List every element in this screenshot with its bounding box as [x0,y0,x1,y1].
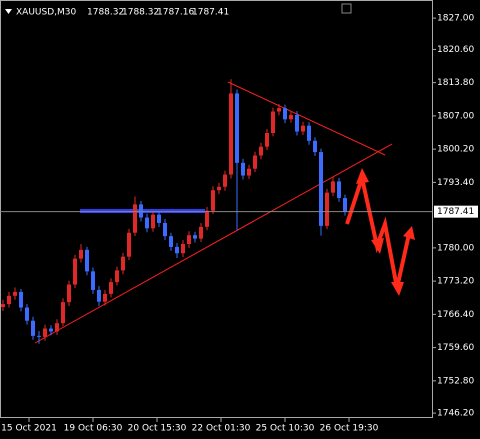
candle-body [31,320,35,336]
candle-body [109,282,113,294]
x-tick-label: 20 Oct 15:30 [128,424,187,434]
y-tick-label: 1780.00 [437,243,474,253]
candle-body [193,235,197,239]
candle-body [55,323,59,332]
candle-body [49,328,53,332]
zigzag-arrow [345,170,411,289]
x-tick-label: 22 Oct 01:30 [192,424,251,434]
candle-body [211,190,215,211]
y-tick-label: 1793.40 [437,178,474,188]
y-tick-label: 1752.80 [437,376,474,386]
forecast-arrow [345,168,415,296]
candle-body [103,293,107,302]
candle-body [163,222,167,237]
trendline [227,81,386,156]
candle-body [277,108,281,112]
candle-body [235,93,239,163]
candle-body [145,217,149,229]
candle-body [217,186,221,191]
current-price-label: 1787.41 [437,207,474,217]
candle-body [313,140,317,153]
x-tick-label: 26 Oct 19:30 [320,424,379,434]
arrow-head [391,282,404,296]
candle-body [13,291,17,296]
candle-body [7,295,11,305]
candle-body [241,162,245,176]
y-tick-label: 1807.00 [437,111,474,121]
candle-body [205,210,209,227]
y-tick-label: 1746.20 [437,409,474,419]
candle-body [85,249,89,272]
candle-body [307,125,311,141]
candle-body [127,232,131,257]
arrow-head [403,226,415,240]
candle-body [73,258,77,285]
candle-body [61,302,65,324]
candle-body [337,181,341,199]
arrow-head [371,238,384,254]
candle-body [295,114,299,132]
arrow-head [356,168,369,184]
x-tick-label: 15 Oct 2021 [1,424,57,434]
candle-body [289,114,293,120]
candle-body [133,204,137,233]
candle-body [25,307,29,321]
candle-body [325,192,329,226]
x-tick-label: 19 Oct 06:30 [64,424,123,434]
candle-body [43,328,47,337]
candle-body [181,243,185,254]
plot-frame [0,0,433,418]
candle-body [169,236,173,247]
candle-body [67,284,71,303]
x-tick-label: 25 Oct 10:30 [256,424,315,434]
candle-body [223,174,227,187]
candle-body [175,246,179,254]
candle-body [265,133,269,147]
candle-body [115,270,119,283]
symbol: XAUUSD,M30 [16,8,76,18]
candle-body [247,168,251,176]
y-tick-label: 1759.60 [437,343,474,353]
candle-body [121,256,125,271]
candle-body [37,335,41,337]
candle-body [139,204,143,218]
candle-body [343,198,347,212]
header-value: 1788.32 [87,8,124,18]
candle-body [319,152,323,226]
candle-body [1,304,5,308]
candle-body [283,108,287,120]
candle-body [151,214,155,229]
candle-body [259,146,263,156]
candle-body [97,289,101,302]
candle-body [331,181,335,193]
y-tick-label: 1766.40 [437,310,474,320]
candle-body [91,271,95,290]
header-value: 1787.16 [157,8,194,18]
candle-body [253,155,257,169]
y-tick-label: 1820.60 [437,45,474,55]
candles [1,79,347,344]
candle-body [79,249,83,259]
y-tick-label: 1800.20 [437,145,474,155]
candle-body [157,214,161,223]
header-value: 1787.41 [192,8,229,18]
y-tick-label: 1827.00 [437,14,474,24]
candle-body [199,226,203,239]
menu-triangle[interactable] [5,9,12,14]
candle-body [301,125,305,132]
candle-body [271,111,275,134]
chart-button[interactable] [341,3,352,14]
candle-body [187,235,191,244]
y-tick-label: 1813.80 [437,78,474,88]
header-value: 1788.32 [122,8,159,18]
current-price-box [434,205,478,218]
y-tick-label: 1773.20 [437,277,474,287]
candle-body [19,291,23,308]
candle-body [229,93,233,175]
